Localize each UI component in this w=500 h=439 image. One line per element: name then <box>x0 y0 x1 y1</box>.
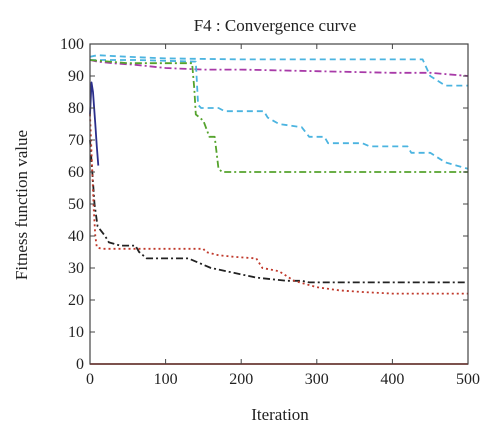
series-line-5 <box>89 81 100 166</box>
series-line-4 <box>89 59 468 173</box>
y-axis-label: Fitness function value <box>12 130 31 280</box>
y-tick-label: 50 <box>68 196 84 213</box>
x-tick-label: 200 <box>229 371 253 388</box>
y-tick-label: 0 <box>76 356 84 373</box>
x-axis-label: Iteration <box>251 405 309 424</box>
series-line-7 <box>89 114 468 295</box>
y-tick-label: 30 <box>68 260 84 277</box>
y-tick-label: 90 <box>68 68 84 85</box>
y-tick-label: 40 <box>68 228 84 245</box>
x-tick-label: 400 <box>380 371 404 388</box>
y-tick-label: 80 <box>68 100 84 117</box>
ticks-layer: 0 100 200 300 400 500 0 10 20 30 40 50 60 70 80 90 100 <box>60 36 480 388</box>
series-line-1 <box>89 54 468 87</box>
y-tick-label: 100 <box>60 36 84 53</box>
x-tick-label: 100 <box>154 371 178 388</box>
x-tick-label: 0 <box>86 371 94 388</box>
x-tick-label: 300 <box>305 371 329 388</box>
y-tick-label: 20 <box>68 292 84 309</box>
series-line-6 <box>89 139 468 284</box>
x-tick-label: 500 <box>456 371 480 388</box>
y-tick-label: 70 <box>68 132 84 149</box>
series-line-3 <box>90 59 469 170</box>
chart-title: F4 : Convergence curve <box>194 16 357 35</box>
series-line-2 <box>89 59 469 77</box>
series-layer <box>89 54 469 365</box>
y-tick-label: 10 <box>68 324 84 341</box>
y-tick-label: 60 <box>68 164 84 181</box>
plot-frame <box>89 43 469 365</box>
